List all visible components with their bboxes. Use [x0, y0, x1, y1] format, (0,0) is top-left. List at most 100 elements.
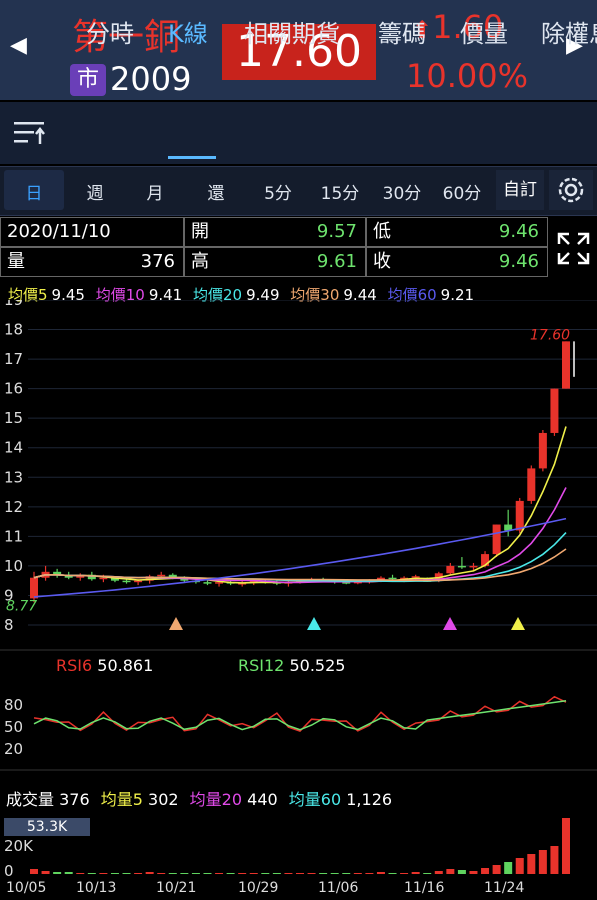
price-tick-label: 12 [4, 498, 23, 516]
expand-icon[interactable] [550, 217, 597, 279]
low-mark-label: 8.77 [6, 598, 37, 614]
open-cell: 開 9.57 [184, 217, 366, 247]
rsi12-legend: RSI12 50.525 [238, 656, 345, 675]
vol-cell: 量 376 [0, 247, 184, 277]
volume-bar [515, 858, 524, 874]
candle-body [492, 524, 501, 555]
volume-bar [411, 872, 420, 874]
vol-value: 376 [140, 251, 175, 272]
period-30min[interactable]: 30分 [382, 184, 422, 204]
tab-futures[interactable]: 相關期貨 [244, 20, 340, 48]
volume-bar [504, 862, 513, 874]
candle-body [110, 577, 119, 581]
volume-bar [122, 873, 131, 874]
volume-bar [376, 872, 385, 874]
high-cell: 高 9.61 [184, 247, 366, 277]
volume-bar [550, 846, 559, 874]
volume-bar [296, 873, 304, 874]
date: 2020/11/10 [7, 221, 111, 242]
candle-body [30, 577, 38, 599]
period-restore[interactable]: 還 [207, 184, 225, 204]
tab-price-volume[interactable]: 價量 [460, 20, 508, 48]
volume-bar [110, 873, 119, 874]
candle-body [122, 580, 131, 583]
candle-body [145, 576, 154, 581]
period-day[interactable]: 日 [25, 184, 43, 204]
price-tick-label: 13 [4, 468, 23, 486]
signal-triangle-icon [307, 617, 321, 630]
candle-body [411, 576, 420, 578]
right-arrow-icon[interactable]: ▶ [566, 33, 583, 58]
low-value: 9.46 [498, 221, 539, 242]
open-label: 開 [191, 221, 209, 242]
low-cell: 低 9.46 [366, 217, 548, 247]
main-tabs [0, 102, 597, 164]
candle-body [446, 565, 455, 574]
volume-bar [423, 873, 432, 874]
volume-bar [168, 873, 177, 874]
signal-triangle-icon [169, 617, 183, 630]
rsi-tick-label: 80 [4, 696, 23, 714]
rsi12-value: 50.525 [289, 656, 346, 675]
up-arrow-icon: ⬆ [412, 16, 433, 44]
ma-line [33, 517, 567, 598]
volume-bar [41, 871, 50, 874]
tab-dividend[interactable]: 除權息 [541, 20, 597, 48]
vol-ma5-value: 302 [148, 790, 179, 809]
ohlc-table: 2020/11/10 開 9.57 低 9.46 量 376 高 9.61 收 9.46 [0, 217, 548, 279]
x-axis-date-label: 10/13 [76, 880, 116, 896]
volume-bar [64, 872, 73, 874]
menu-sort-icon[interactable] [12, 118, 48, 148]
candle-body [550, 388, 559, 433]
vol-ma20-value: 440 [247, 790, 278, 809]
volume-bar [307, 873, 316, 874]
tab-chips[interactable]: 籌碼 [378, 20, 426, 48]
period-week[interactable]: 週 [86, 184, 104, 204]
candle-body [76, 574, 85, 578]
kline-chart[interactable]: 19 18 17 16 15 14 13 12 11 10 9 8 17.60 8.77 80 50 20 20K… [0, 300, 597, 900]
stock-code: 2009 [110, 60, 192, 98]
x-axis-date-label: 11/06 [318, 880, 358, 896]
high-value: 9.61 [316, 251, 357, 272]
vol-label: 量 [7, 251, 25, 272]
period-60min[interactable]: 60分 [442, 184, 482, 204]
custom-button[interactable]: 自訂 [496, 170, 544, 210]
gear-icon[interactable] [549, 170, 593, 210]
period-15min[interactable]: 15分 [320, 184, 360, 204]
left-arrow-icon[interactable]: ◀ [10, 33, 27, 58]
period-month[interactable]: 月 [146, 184, 164, 204]
volume-bar [434, 871, 443, 874]
rsi12-label: RSI12 [238, 656, 285, 675]
candle-body [481, 554, 490, 566]
candle-body [203, 582, 212, 584]
vol-ma5-label: 均量5 [100, 790, 143, 809]
change-percent: 10.00% [406, 57, 529, 95]
price-change: ⬆1.60 [412, 8, 503, 46]
price-tick-label: 19 [4, 300, 23, 309]
volume-bar [215, 873, 224, 874]
candle-body [168, 574, 177, 578]
volume-bar [238, 873, 247, 874]
candle-body [342, 582, 351, 584]
volume-bar [527, 854, 536, 874]
volume-bar [457, 870, 466, 874]
candle-body [53, 571, 62, 575]
volume-bar [87, 873, 96, 874]
candle-body [134, 580, 143, 583]
candle-body [87, 574, 96, 580]
volume-bar [180, 873, 189, 874]
tab-kline[interactable]: K線 [168, 20, 208, 48]
custom-label: 自訂 [503, 180, 537, 200]
x-axis-date-label: 11/24 [484, 880, 524, 896]
x-axis-date-label: 10/05 [6, 880, 46, 896]
rsi-tick-label: 50 [4, 718, 23, 736]
tab-intraday[interactable]: 分時 [86, 20, 134, 48]
period-5min[interactable]: 5分 [264, 184, 292, 204]
candle-body [157, 574, 166, 577]
volume-tick-label: 0 [4, 862, 14, 880]
candle-body [562, 341, 570, 389]
x-axis-date-label: 10/21 [156, 880, 196, 896]
candle-body [504, 524, 513, 531]
volume-bar [538, 850, 547, 874]
volume-bar [330, 873, 339, 874]
